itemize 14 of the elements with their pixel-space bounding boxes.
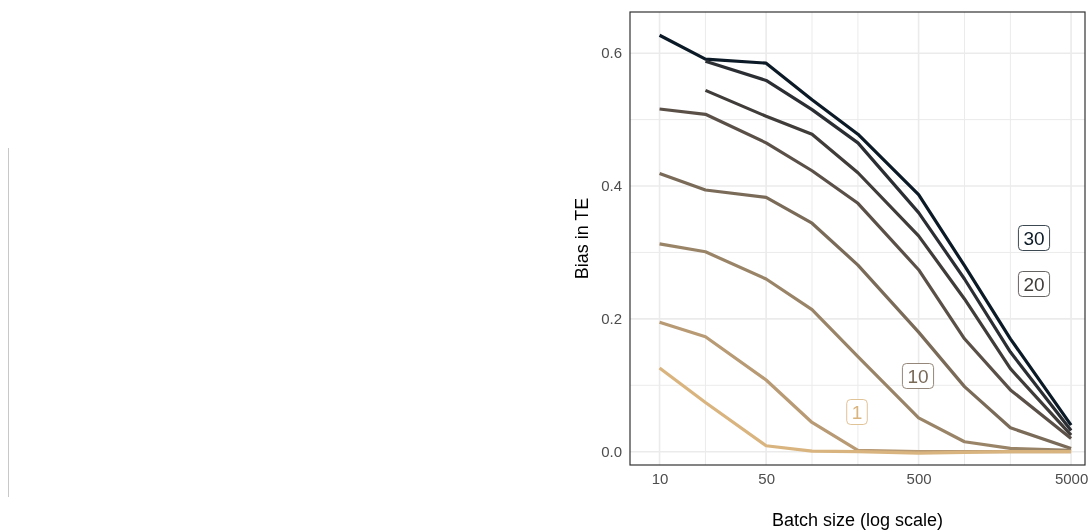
x-axis-title: Batch size (log scale) (771, 510, 944, 530)
text: 30 (1023, 227, 1045, 249)
y-tick-label: 0.6 (601, 44, 622, 62)
series-label: 1 (851, 401, 863, 423)
x-tick-label: 5000 (1054, 469, 1089, 487)
x-tick-label: 50 (758, 469, 775, 487)
y-tick-label: 0.2 (601, 310, 622, 328)
x-tick-label: 10 (651, 469, 669, 487)
y-tick-label: 0.0 (601, 443, 622, 461)
text: 20 (1023, 273, 1045, 295)
y-tick-label: 0.4 (601, 177, 622, 195)
series-label: 10 (907, 365, 929, 387)
y-axis-title: Bias in TE (572, 197, 592, 280)
x-tick-label: 500 (906, 469, 932, 487)
